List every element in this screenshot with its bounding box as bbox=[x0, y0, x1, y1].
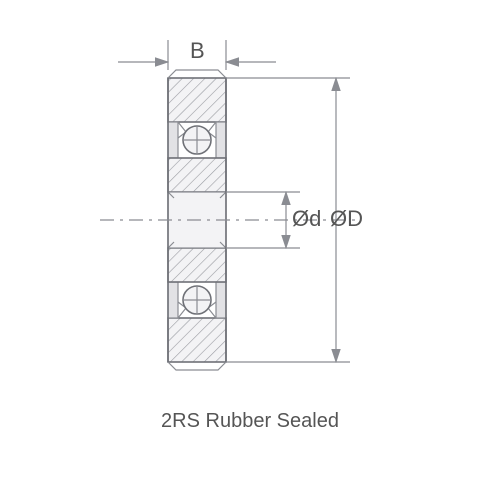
caption: 2RS Rubber Sealed bbox=[0, 410, 500, 433]
label-B: B bbox=[190, 38, 205, 63]
label-D: ØD bbox=[330, 206, 363, 231]
label-d: Ød bbox=[292, 206, 321, 231]
dimension-B: B bbox=[118, 38, 276, 70]
